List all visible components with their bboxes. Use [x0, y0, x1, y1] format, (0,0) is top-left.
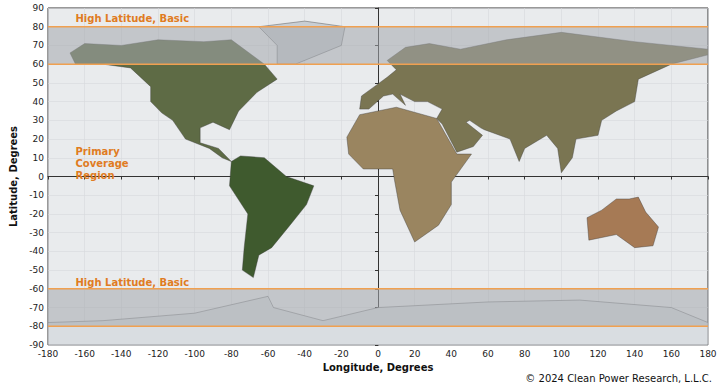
svg-text:90: 90	[33, 3, 45, 13]
svg-text:180: 180	[699, 349, 716, 359]
svg-text:0: 0	[38, 172, 44, 182]
svg-text:Coverage: Coverage	[76, 158, 129, 169]
svg-text:-120: -120	[148, 349, 169, 359]
svg-text:80: 80	[519, 349, 531, 359]
svg-text:Region: Region	[76, 170, 115, 181]
svg-text:-10: -10	[29, 190, 44, 200]
svg-text:60: 60	[33, 59, 45, 69]
svg-text:-60: -60	[29, 284, 44, 294]
svg-text:140: 140	[626, 349, 643, 359]
svg-text:40: 40	[446, 349, 458, 359]
svg-text:100: 100	[553, 349, 570, 359]
svg-text:-20: -20	[29, 209, 44, 219]
svg-text:-60: -60	[261, 349, 276, 359]
svg-text:160: 160	[663, 349, 680, 359]
svg-text:Longitude, Degrees: Longitude, Degrees	[323, 362, 434, 373]
svg-text:120: 120	[589, 349, 606, 359]
svg-text:-30: -30	[29, 228, 44, 238]
svg-text:-80: -80	[224, 349, 239, 359]
svg-text:70: 70	[33, 40, 45, 50]
svg-text:-20: -20	[334, 349, 349, 359]
svg-text:-140: -140	[111, 349, 132, 359]
svg-text:-80: -80	[29, 321, 44, 331]
svg-text:50: 50	[33, 78, 45, 88]
svg-text:High Latitude, Basic: High Latitude, Basic	[76, 277, 190, 288]
svg-text:-40: -40	[297, 349, 312, 359]
svg-text:High Latitude, Basic: High Latitude, Basic	[76, 13, 190, 24]
svg-text:80: 80	[33, 22, 45, 32]
svg-text:-40: -40	[29, 246, 44, 256]
svg-text:© 2024 Clean Power Research, L: © 2024 Clean Power Research, L.L.C.	[525, 373, 712, 384]
svg-text:40: 40	[33, 97, 45, 107]
svg-text:-100: -100	[184, 349, 205, 359]
svg-text:-50: -50	[29, 265, 44, 275]
svg-text:0: 0	[375, 349, 381, 359]
svg-text:10: 10	[33, 153, 45, 163]
svg-text:60: 60	[482, 349, 494, 359]
svg-text:20: 20	[409, 349, 421, 359]
svg-text:30: 30	[33, 115, 45, 125]
svg-text:Primary: Primary	[76, 146, 121, 157]
svg-text:-90: -90	[29, 340, 44, 350]
svg-text:-180: -180	[38, 349, 59, 359]
svg-text:20: 20	[33, 134, 45, 144]
svg-text:-70: -70	[29, 303, 44, 313]
svg-text:Latitude, Degrees: Latitude, Degrees	[8, 126, 19, 227]
svg-text:-160: -160	[74, 349, 95, 359]
